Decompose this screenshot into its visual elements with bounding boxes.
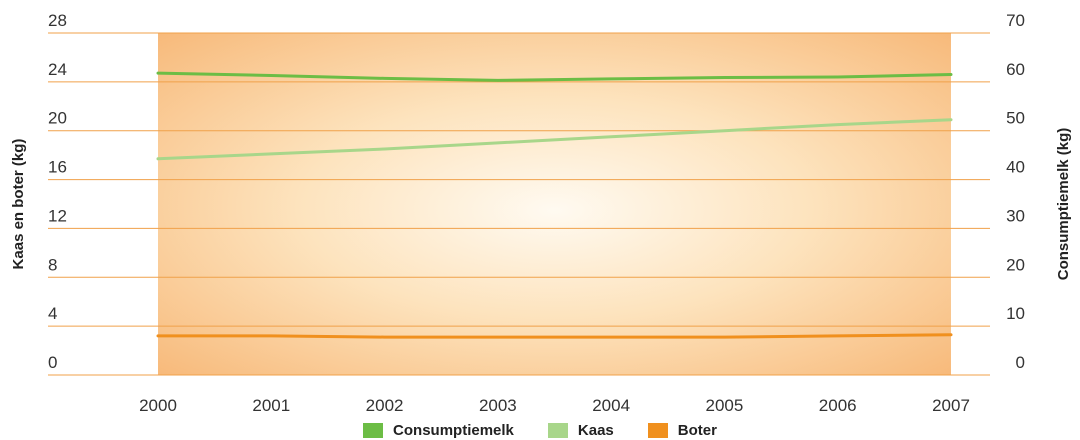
x-tick-label: 2000	[139, 396, 177, 415]
plot-background	[158, 33, 951, 375]
legend-item-kaas: Kaas	[547, 421, 614, 439]
legend-label-boter: Boter	[677, 421, 717, 439]
grid-lines	[48, 32, 990, 376]
x-tick-label: 2005	[706, 396, 744, 415]
left-axis-ticks: 0 4 8 12 16 20 24 28	[48, 11, 67, 372]
right-tick-label: 70	[1006, 11, 1025, 30]
right-tick-label: 0	[1016, 353, 1025, 372]
left-tick-label: 4	[48, 304, 57, 323]
legend-swatch-consumptiemelk	[363, 422, 384, 438]
series-line-kaas	[156, 118, 953, 161]
left-tick-label: 24	[48, 60, 67, 79]
x-tick-label: 2001	[252, 396, 290, 415]
series-line-boter	[156, 333, 953, 339]
left-tick-label: 28	[48, 11, 67, 30]
legend: Consumptiemelk Kaas Boter	[0, 420, 1080, 440]
right-tick-label: 60	[1006, 60, 1025, 79]
x-tick-label: 2002	[366, 396, 404, 415]
left-tick-label: 16	[48, 158, 67, 177]
left-tick-label: 12	[48, 206, 67, 225]
left-axis-title: Kaas en boter (kg)	[10, 139, 27, 270]
legend-item-consumptiemelk: Consumptiemelk	[363, 422, 514, 439]
right-axis-title: Consumptiemelk (kg)	[1055, 128, 1072, 281]
series-line-consumptiemelk	[156, 71, 953, 82]
left-tick-label: 0	[48, 353, 57, 372]
legend-label-consumptiemelk: Consumptiemelk	[393, 421, 514, 439]
legend-swatch-kaas	[547, 422, 568, 438]
right-tick-label: 50	[1006, 109, 1025, 128]
x-axis-ticks: 2000 2001 2002 2003 2004 2005 2006 2007	[139, 396, 970, 415]
right-tick-label: 30	[1006, 206, 1025, 225]
right-axis-ticks: 0 10 20 30 40 50 60 70	[1006, 11, 1025, 372]
x-tick-label: 2006	[819, 396, 857, 415]
legend-label-kaas: Kaas	[577, 421, 614, 439]
left-tick-label: 20	[48, 109, 67, 128]
right-tick-label: 20	[1006, 255, 1025, 274]
left-tick-label: 8	[48, 255, 57, 274]
series-lines	[156, 71, 953, 339]
x-tick-label: 2003	[479, 396, 517, 415]
right-tick-label: 40	[1006, 158, 1025, 177]
legend-swatch-boter	[647, 422, 668, 438]
x-tick-label: 2004	[592, 396, 630, 415]
right-tick-label: 10	[1006, 304, 1025, 323]
legend-item-boter: Boter	[647, 421, 717, 439]
x-tick-label: 2007	[932, 396, 970, 415]
